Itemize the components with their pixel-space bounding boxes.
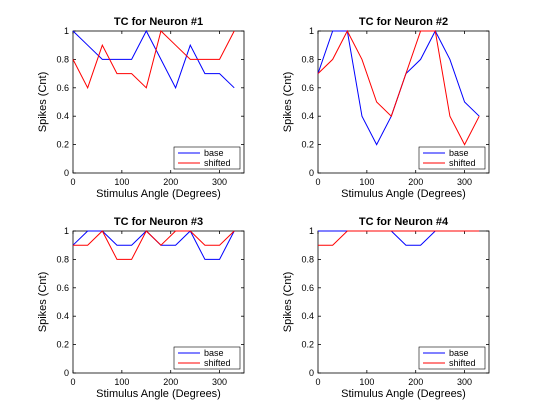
y-tick-label: 0.6 <box>301 83 314 93</box>
legend-label: base <box>449 348 469 358</box>
series-line-base <box>72 29 235 90</box>
y-tick-label: 0.6 <box>56 283 69 293</box>
y-tick-label: 1 <box>64 26 69 36</box>
legend-label: shifted <box>204 158 231 168</box>
chart-title: TC for Neuron #4 <box>359 216 449 228</box>
series-line-shifted <box>73 230 235 260</box>
chart-title: TC for Neuron #1 <box>114 16 203 28</box>
series-line-shifted <box>318 230 480 246</box>
x-tick-label: 200 <box>408 377 423 387</box>
y-axis-label: Spikes (Cnt) <box>37 272 49 333</box>
legend-label: base <box>449 148 469 158</box>
series-line-shifted <box>72 30 235 90</box>
y-tick-label: 0.6 <box>301 283 314 293</box>
y-axis-label: Spikes (Cnt) <box>282 72 294 133</box>
y-tick-label: 0.4 <box>301 311 314 321</box>
y-tick-label: 0.8 <box>56 254 69 264</box>
chart-panel-1: 0 100 200 300 0 0.2 0.4 0.6 0.8 1 TC for Neuron #1… <box>37 16 245 200</box>
x-axis-label: Stimulus Angle (Degrees) <box>341 388 466 400</box>
y-tick-label: 0.8 <box>56 54 69 64</box>
y-tick-label: 0 <box>64 168 69 178</box>
y-tick-label: 0.2 <box>301 140 314 150</box>
y-tick-label: 0.2 <box>56 140 69 150</box>
x-axis-label: Stimulus Angle (Degrees) <box>341 188 466 200</box>
x-tick-label: 200 <box>163 177 178 187</box>
y-tick-label: 0.6 <box>56 83 69 93</box>
y-tick-label: 0.4 <box>301 111 314 121</box>
x-tick-label: 100 <box>114 177 129 187</box>
legend-label: shifted <box>449 158 476 168</box>
y-tick-label: 0.4 <box>56 111 69 121</box>
x-axis-label: Stimulus Angle (Degrees) <box>96 188 221 200</box>
y-tick-label: 0.2 <box>56 340 69 350</box>
x-tick-label: 300 <box>457 177 472 187</box>
x-tick-label: 200 <box>163 377 178 387</box>
series-line-shifted <box>317 29 480 146</box>
x-tick-label: 0 <box>70 377 75 387</box>
x-tick-label: 200 <box>408 177 423 187</box>
chart-panel-2: 0 100 200 300 0 0.2 0.4 0.6 0.8 1 TC for Neuron #2… <box>282 16 490 200</box>
y-tick-label: 0 <box>309 368 314 378</box>
legend-label: shifted <box>449 358 476 368</box>
x-tick-label: 300 <box>212 377 227 387</box>
chart-panel-4: 0 100 200 300 0 0.2 0.4 0.6 0.8 1 TC for Neuron #4… <box>282 216 490 400</box>
y-tick-label: 0 <box>64 368 69 378</box>
y-tick-label: 1 <box>64 226 69 236</box>
y-tick-label: 0.8 <box>301 54 314 64</box>
y-tick-label: 1 <box>309 26 314 36</box>
y-tick-label: 0 <box>309 168 314 178</box>
y-tick-label: 0.8 <box>301 254 314 264</box>
x-tick-label: 0 <box>70 177 75 187</box>
x-axis-label: Stimulus Angle (Degrees) <box>96 388 221 400</box>
y-tick-label: 0.2 <box>301 340 314 350</box>
x-tick-label: 0 <box>315 377 320 387</box>
y-axis-label: Spikes (Cnt) <box>37 72 49 133</box>
legend-label: base <box>204 148 224 158</box>
chart-title: TC for Neuron #2 <box>359 16 448 28</box>
x-tick-label: 100 <box>359 377 374 387</box>
y-tick-label: 1 <box>309 226 314 236</box>
legend-label: shifted <box>204 358 231 368</box>
legend-label: base <box>204 348 224 358</box>
x-tick-label: 100 <box>114 377 129 387</box>
x-tick-label: 300 <box>212 177 227 187</box>
y-axis-label: Spikes (Cnt) <box>282 272 294 333</box>
chart-panel-3: 0 100 200 300 0 0.2 0.4 0.6 0.8 1 TC for Neuron #3… <box>37 216 245 400</box>
x-tick-label: 0 <box>315 177 320 187</box>
chart-title: TC for Neuron #3 <box>114 216 203 228</box>
x-tick-label: 300 <box>457 377 472 387</box>
y-tick-label: 0.4 <box>56 311 69 321</box>
x-tick-label: 100 <box>359 177 374 187</box>
